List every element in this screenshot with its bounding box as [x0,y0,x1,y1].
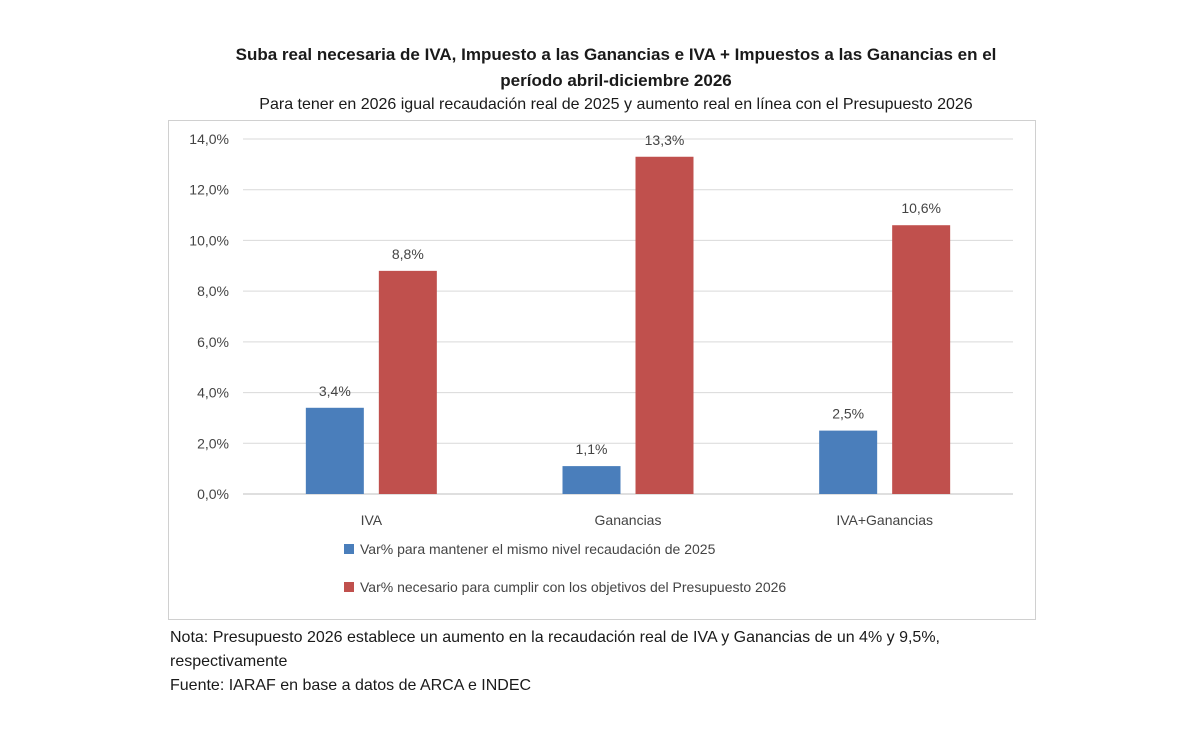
notes-block: Nota: Presupuesto 2026 establece un aume… [170,626,1170,698]
x-tick-label: IVA+Ganancias [836,512,933,528]
legend-swatch [344,544,354,554]
x-tick-label: Ganancias [595,512,662,528]
y-tick-label: 4,0% [197,385,229,401]
chart-subtitle: Para tener en 2026 igual recaudación rea… [259,96,973,113]
data-label: 1,1% [576,441,608,457]
note-line-1: Nota: Presupuesto 2026 establece un aume… [170,629,940,646]
chart-title-line-2: período abril-diciembre 2026 [500,71,732,90]
bar-presupuesto [892,225,951,494]
chart-title: Suba real necesaria de IVA, Impuesto a l… [0,42,1200,94]
data-label: 13,3% [645,132,685,148]
y-tick-label: 8,0% [197,283,229,299]
bar-mantener [562,466,621,494]
legend-label: Var% para mantener el mismo nivel recaud… [360,541,716,557]
chart-area [168,120,1036,620]
y-tick-label: 14,0% [189,131,229,147]
bar-presupuesto [635,156,694,494]
data-label: 3,4% [319,383,351,399]
x-tick-label: IVA [361,512,383,528]
data-label: 2,5% [832,406,864,422]
bar-chart: 0,0% 2,0% 4,0% 6,0% 8,0% 10,0% 12,0% 14,0% 3,4% 8… [189,131,1013,595]
legend-swatch [344,582,354,592]
y-tick-label: 6,0% [197,334,229,350]
bar-mantener [305,407,364,494]
data-label: 10,6% [901,200,941,216]
bar-presupuesto [378,270,437,494]
bar-mantener [819,430,878,494]
chart-title-line-1: Suba real necesaria de IVA, Impuesto a l… [235,45,997,64]
legend-label: Var% necesario para cumplir con los obje… [360,579,786,595]
source-line: Fuente: IARAF en base a datos de ARCA e … [170,677,532,694]
y-tick-label: 12,0% [189,182,229,198]
data-label: 8,8% [392,246,424,262]
y-tick-label: 2,0% [197,435,229,451]
note-line-2: respectivamente [170,653,288,670]
y-tick-label: 10,0% [189,232,229,248]
y-tick-label: 0,0% [197,486,229,502]
